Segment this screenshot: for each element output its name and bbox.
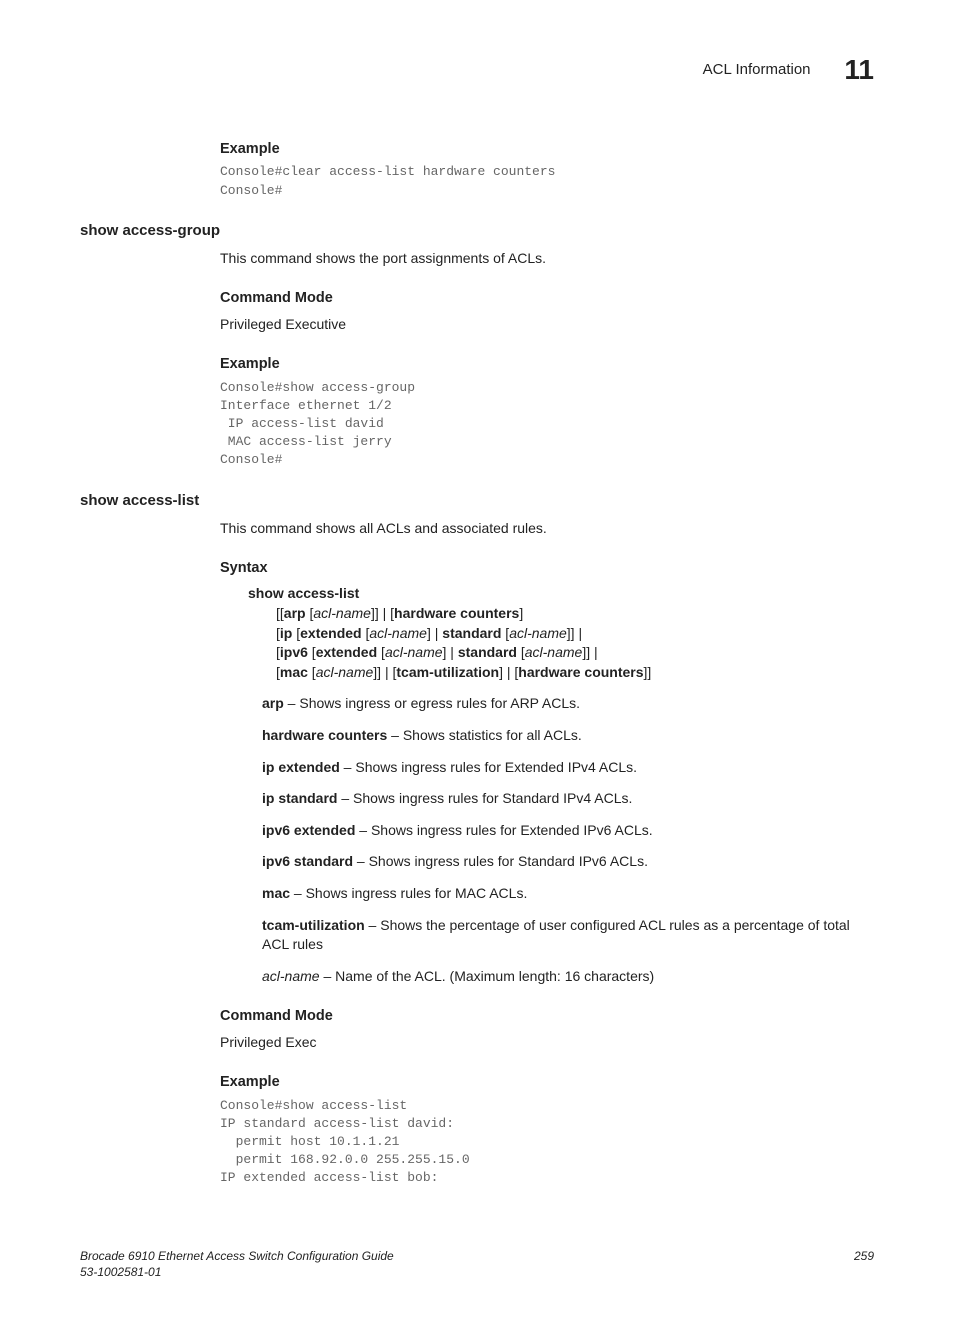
t: [ <box>377 644 385 660</box>
param-key: tcam-utilization <box>262 917 365 933</box>
param-key: acl-name <box>262 968 320 984</box>
param-desc: – Shows ingress or egress rules for ARP … <box>284 695 580 711</box>
example-heading: Example <box>220 354 874 374</box>
t: [ <box>517 644 525 660</box>
footer-docnum: 53-1002581-01 <box>80 1264 874 1281</box>
arg: acl-name <box>509 625 567 641</box>
t: ]] | <box>582 644 597 660</box>
kw: hardware counters <box>518 664 643 680</box>
code-block: Console#show access-list IP standard acc… <box>220 1097 874 1188</box>
page-number: 259 <box>854 1248 874 1265</box>
kw: arp <box>284 605 306 621</box>
command-description: This command shows all ACLs and associat… <box>220 519 874 539</box>
t: [ <box>292 625 300 641</box>
kw: standard <box>458 644 517 660</box>
t: [ <box>308 644 316 660</box>
code-block: Console#clear access-list hardware count… <box>220 163 874 199</box>
param-desc: – Shows ingress rules for Extended IPv4 … <box>340 759 637 775</box>
param-key: hardware counters <box>262 727 387 743</box>
command-mode-body: Privileged Executive <box>220 315 874 335</box>
syntax-cmd: show access-list <box>248 585 359 601</box>
param-key: mac <box>262 885 290 901</box>
header-title: ACL Information <box>703 61 811 78</box>
example-heading: Example <box>220 1072 874 1092</box>
parameter-list: arp – Shows ingress or egress rules for … <box>262 694 874 986</box>
command-title: show access-group <box>80 220 874 241</box>
t: ] | <box>443 644 458 660</box>
parameter-item: arp – Shows ingress or egress rules for … <box>262 694 874 714</box>
parameter-item: ipv6 extended – Shows ingress rules for … <box>262 821 874 841</box>
param-desc: – Shows ingress rules for Extended IPv6 … <box>355 822 652 838</box>
param-desc: – Shows ingress rules for Standard IPv4 … <box>337 790 632 806</box>
t: ] <box>519 605 523 621</box>
kw: extended <box>300 625 361 641</box>
syntax-line: [[arp [acl-name]] | [hardware counters] <box>276 604 874 624</box>
param-key: arp <box>262 695 284 711</box>
example-heading: Example <box>220 139 874 159</box>
parameter-item: hardware counters – Shows statistics for… <box>262 726 874 746</box>
param-key: ip standard <box>262 790 337 806</box>
param-desc: – Shows ingress rules for Standard IPv6 … <box>353 853 648 869</box>
parameter-item: ip extended – Shows ingress rules for Ex… <box>262 758 874 778</box>
footer-title: Brocade 6910 Ethernet Access Switch Conf… <box>80 1248 874 1265</box>
code-block: Console#show access-group Interface ethe… <box>220 379 874 470</box>
page-footer: 259 Brocade 6910 Ethernet Access Switch … <box>80 1248 874 1282</box>
param-key: ip extended <box>262 759 340 775</box>
parameter-item: ipv6 standard – Shows ingress rules for … <box>262 852 874 872</box>
t: ]] | [ <box>373 664 396 680</box>
syntax-line: [mac [acl-name]] | [tcam-utilization] | … <box>276 663 874 683</box>
param-desc: – Shows statistics for all ACLs. <box>387 727 582 743</box>
kw: tcam-utilization <box>396 664 499 680</box>
command-mode-body: Privileged Exec <box>220 1033 874 1053</box>
kw: hardware counters <box>394 605 519 621</box>
page-header: ACL Information 11 <box>80 50 874 89</box>
syntax-line: [ipv6 [extended [acl-name] | standard [a… <box>276 643 874 663</box>
parameter-item: mac – Shows ingress rules for MAC ACLs. <box>262 884 874 904</box>
kw: mac <box>280 664 308 680</box>
t: ]] <box>644 664 652 680</box>
command-mode-heading: Command Mode <box>220 1006 874 1026</box>
arg: acl-name <box>385 644 443 660</box>
param-key: ipv6 standard <box>262 853 353 869</box>
kw: ip <box>280 625 292 641</box>
syntax-line: [ip [extended [acl-name] | standard [acl… <box>276 624 874 644</box>
syntax-block: show access-list [[arp [acl-name]] | [ha… <box>248 584 874 682</box>
command-title: show access-list <box>80 490 874 511</box>
parameter-item: tcam-utilization – Shows the percentage … <box>262 916 874 955</box>
t: ]] | [ <box>371 605 394 621</box>
parameter-item: ip standard – Shows ingress rules for St… <box>262 789 874 809</box>
arg: acl-name <box>316 664 374 680</box>
arg: acl-name <box>369 625 427 641</box>
command-mode-heading: Command Mode <box>220 288 874 308</box>
kw: extended <box>316 644 377 660</box>
arg: acl-name <box>525 644 583 660</box>
param-desc: – Shows ingress rules for MAC ACLs. <box>290 885 527 901</box>
arg: acl-name <box>313 605 371 621</box>
t: ] | [ <box>499 664 518 680</box>
t: [ <box>308 664 316 680</box>
chapter-number: 11 <box>844 54 874 85</box>
param-desc: – Name of the ACL. (Maximum length: 16 c… <box>320 968 655 984</box>
param-key: ipv6 extended <box>262 822 355 838</box>
t: ] | <box>427 625 442 641</box>
kw: ipv6 <box>280 644 308 660</box>
t: ]] | <box>567 625 582 641</box>
kw: standard <box>442 625 501 641</box>
syntax-heading: Syntax <box>220 558 874 578</box>
parameter-item: acl-name – Name of the ACL. (Maximum len… <box>262 967 874 987</box>
command-description: This command shows the port assignments … <box>220 249 874 269</box>
t: [[ <box>276 605 284 621</box>
